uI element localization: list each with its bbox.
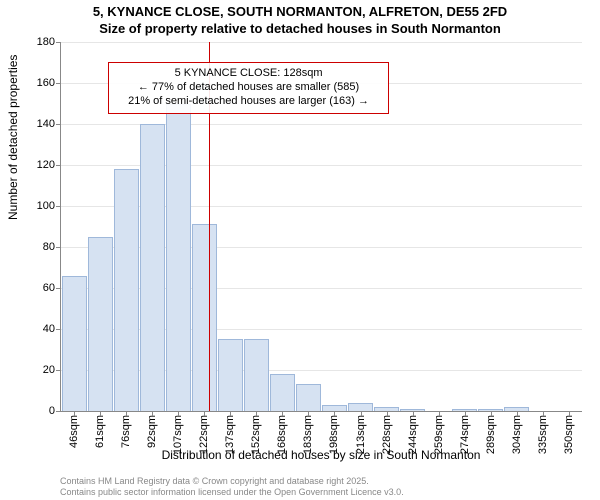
x-axis-label: Distribution of detached houses by size …	[60, 448, 582, 462]
title-line1: 5, KYNANCE CLOSE, SOUTH NORMANTON, ALFRE…	[8, 4, 592, 21]
y-axis-label: Number of detached properties	[6, 55, 20, 220]
x-tick-label: 76sqm	[120, 411, 132, 448]
bar-slot: 350sqm	[556, 42, 582, 411]
chart-plot-area: 020406080100120140160180 46sqm61sqm76sqm…	[60, 42, 582, 412]
title-line2: Size of property relative to detached ho…	[8, 21, 592, 38]
histogram-bar	[270, 374, 295, 411]
x-tick-mark	[178, 411, 179, 416]
histogram-bar	[114, 169, 139, 411]
histogram-bar	[166, 104, 191, 412]
x-tick-mark	[282, 411, 283, 416]
x-tick-label: 46sqm	[68, 411, 80, 448]
bar-slot: 289sqm	[478, 42, 504, 411]
histogram-bar	[296, 384, 321, 411]
histogram-bar	[62, 276, 87, 411]
annotation-line2: ← 77% of detached houses are smaller (58…	[117, 81, 380, 95]
x-tick-mark	[334, 411, 335, 416]
x-tick-mark	[74, 411, 75, 416]
histogram-bar	[88, 237, 113, 411]
x-tick-label: 92sqm	[146, 411, 158, 448]
x-tick-label: 61sqm	[94, 411, 106, 448]
x-tick-mark	[465, 411, 466, 416]
x-tick-mark	[517, 411, 518, 416]
x-tick-mark	[361, 411, 362, 416]
x-tick-mark	[204, 411, 205, 416]
x-tick-mark	[387, 411, 388, 416]
x-tick-mark	[439, 411, 440, 416]
annotation-box: 5 KYNANCE CLOSE: 128sqm ← 77% of detache…	[108, 62, 389, 113]
x-tick-mark	[100, 411, 101, 416]
footer-line1: Contains HM Land Registry data © Crown c…	[60, 476, 582, 487]
histogram-bar	[140, 124, 165, 411]
annotation-line1: 5 KYNANCE CLOSE: 128sqm	[117, 67, 380, 81]
chart-title: 5, KYNANCE CLOSE, SOUTH NORMANTON, ALFRE…	[0, 0, 600, 40]
bar-slot: 274sqm	[452, 42, 478, 411]
y-tick-mark	[56, 411, 61, 412]
bar-slot: 244sqm	[400, 42, 426, 411]
bar-slot: 304sqm	[504, 42, 530, 411]
x-tick-mark	[126, 411, 127, 416]
x-tick-mark	[308, 411, 309, 416]
x-tick-mark	[569, 411, 570, 416]
x-tick-mark	[230, 411, 231, 416]
x-tick-mark	[413, 411, 414, 416]
footer-attribution: Contains HM Land Registry data © Crown c…	[60, 476, 582, 498]
x-tick-mark	[543, 411, 544, 416]
histogram-bar	[218, 339, 243, 411]
histogram-bar	[244, 339, 269, 411]
x-tick-mark	[152, 411, 153, 416]
x-tick-mark	[491, 411, 492, 416]
bar-slot: 335sqm	[530, 42, 556, 411]
bar-slot: 259sqm	[426, 42, 452, 411]
footer-line2: Contains public sector information licen…	[60, 487, 582, 498]
histogram-bar	[348, 403, 373, 411]
bar-slot: 46sqm	[61, 42, 87, 411]
annotation-line3: 21% of semi-detached houses are larger (…	[117, 95, 380, 109]
histogram-bar	[192, 224, 217, 411]
x-tick-mark	[256, 411, 257, 416]
